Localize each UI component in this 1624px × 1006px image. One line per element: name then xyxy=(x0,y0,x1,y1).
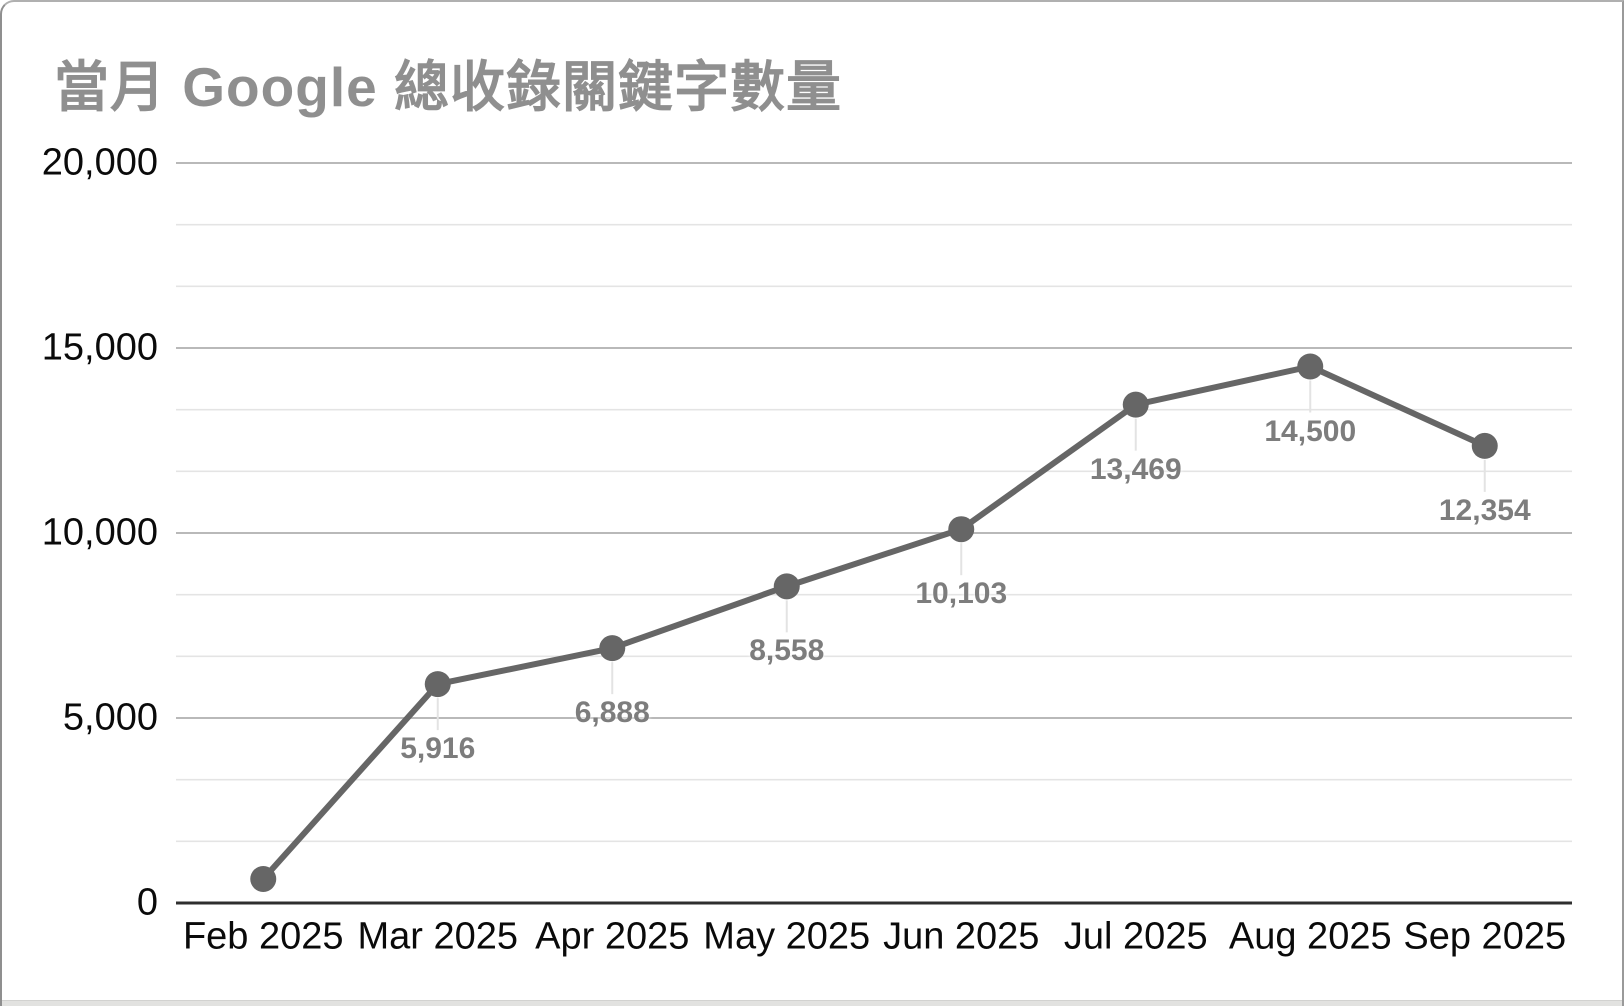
data-point xyxy=(948,516,975,543)
window-bottom-edge xyxy=(0,1000,1624,1006)
y-tick-label: 10,000 xyxy=(41,511,158,554)
data-point-label: 5,916 xyxy=(400,732,476,766)
series-line xyxy=(260,363,1488,882)
y-tick-label: 15,000 xyxy=(41,326,158,369)
x-tick-label: Apr 2025 xyxy=(535,915,690,958)
data-point xyxy=(1122,391,1149,418)
data-point xyxy=(424,671,451,698)
data-point xyxy=(773,573,800,600)
x-tick-label: Sep 2025 xyxy=(1403,915,1567,958)
y-tick-label: 5,000 xyxy=(62,696,158,739)
x-tick-label: Jul 2025 xyxy=(1063,915,1208,958)
y-tick-label: 20,000 xyxy=(41,141,158,184)
data-point-label: 14,500 xyxy=(1264,414,1357,448)
data-point-label: 12,354 xyxy=(1438,493,1531,527)
data-point-label: 10,103 xyxy=(915,577,1008,611)
y-tick-label: 0 xyxy=(136,881,158,924)
x-tick-label: Mar 2025 xyxy=(357,915,519,958)
data-point xyxy=(250,865,277,892)
x-tick-label: Jun 2025 xyxy=(883,915,1040,958)
x-tick-label: Feb 2025 xyxy=(182,915,344,958)
chart-title: 當月 Google 總收錄關鍵字數量 xyxy=(54,56,843,118)
x-tick-label: Aug 2025 xyxy=(1228,915,1392,958)
data-point-label: 13,469 xyxy=(1089,452,1182,486)
data-point xyxy=(1471,432,1498,459)
data-point xyxy=(1297,353,1324,380)
x-tick-label: May 2025 xyxy=(703,915,871,958)
data-point-label: 6,888 xyxy=(574,696,650,730)
data-point-label: 8,558 xyxy=(749,634,825,668)
data-point xyxy=(599,635,626,662)
